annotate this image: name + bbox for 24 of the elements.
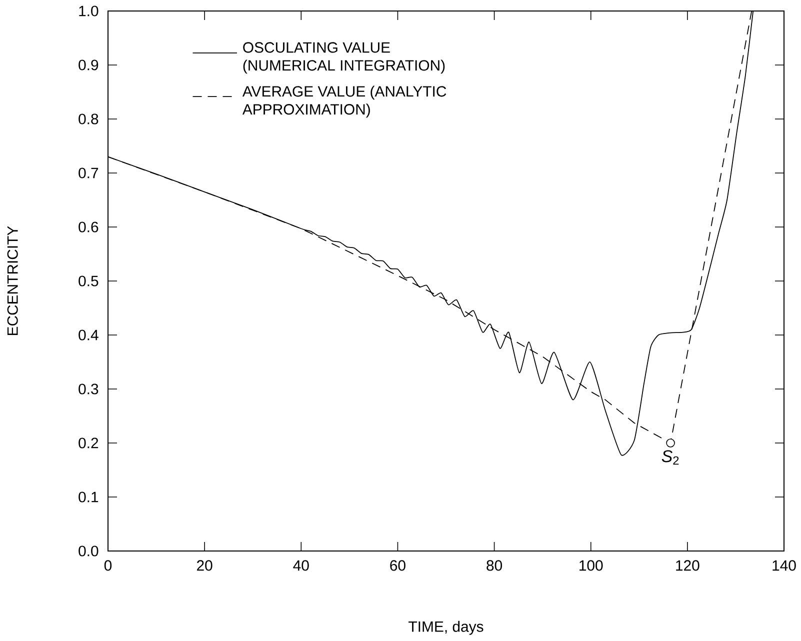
x-tick-label: 140 xyxy=(772,560,796,571)
y-tick-label: 0.5 xyxy=(78,276,98,286)
y-tick-label: 0.4 xyxy=(78,330,98,340)
y-tick-label: 1.0 xyxy=(79,6,98,16)
x-tick-label: 60 xyxy=(390,560,406,571)
x-tick-label: 20 xyxy=(197,560,212,571)
y-axis-title: ECCENTRICITY xyxy=(7,226,18,335)
y-tick-label: 0.8 xyxy=(78,114,98,124)
x-tick-label: 40 xyxy=(293,560,309,571)
x-tick-label: 120 xyxy=(676,560,700,571)
y-tick-label: 0.2 xyxy=(78,438,98,448)
y-tick-label: 0.7 xyxy=(78,168,98,178)
x-tick-label: 80 xyxy=(486,560,502,571)
y-tick-label: 0.0 xyxy=(78,546,98,556)
legend-label: AVERAGE VALUE (ANALYTIC APPROXIMATION) xyxy=(242,86,446,118)
annotation: S$_{2}$ xyxy=(662,450,679,465)
y-tick-label: 0.9 xyxy=(78,60,98,70)
legend-label: OSCULATING VALUE (NUMERICAL INTEGRATION) xyxy=(243,42,445,74)
y-tick-label: 0.1 xyxy=(78,492,98,502)
x-axis-title: TIME, days xyxy=(408,620,484,635)
x-tick-label: 100 xyxy=(580,560,603,571)
x-tick-label: 0 xyxy=(104,560,112,571)
y-tick-label: 0.6 xyxy=(78,222,98,232)
y-tick-label: 0.3 xyxy=(78,384,98,394)
